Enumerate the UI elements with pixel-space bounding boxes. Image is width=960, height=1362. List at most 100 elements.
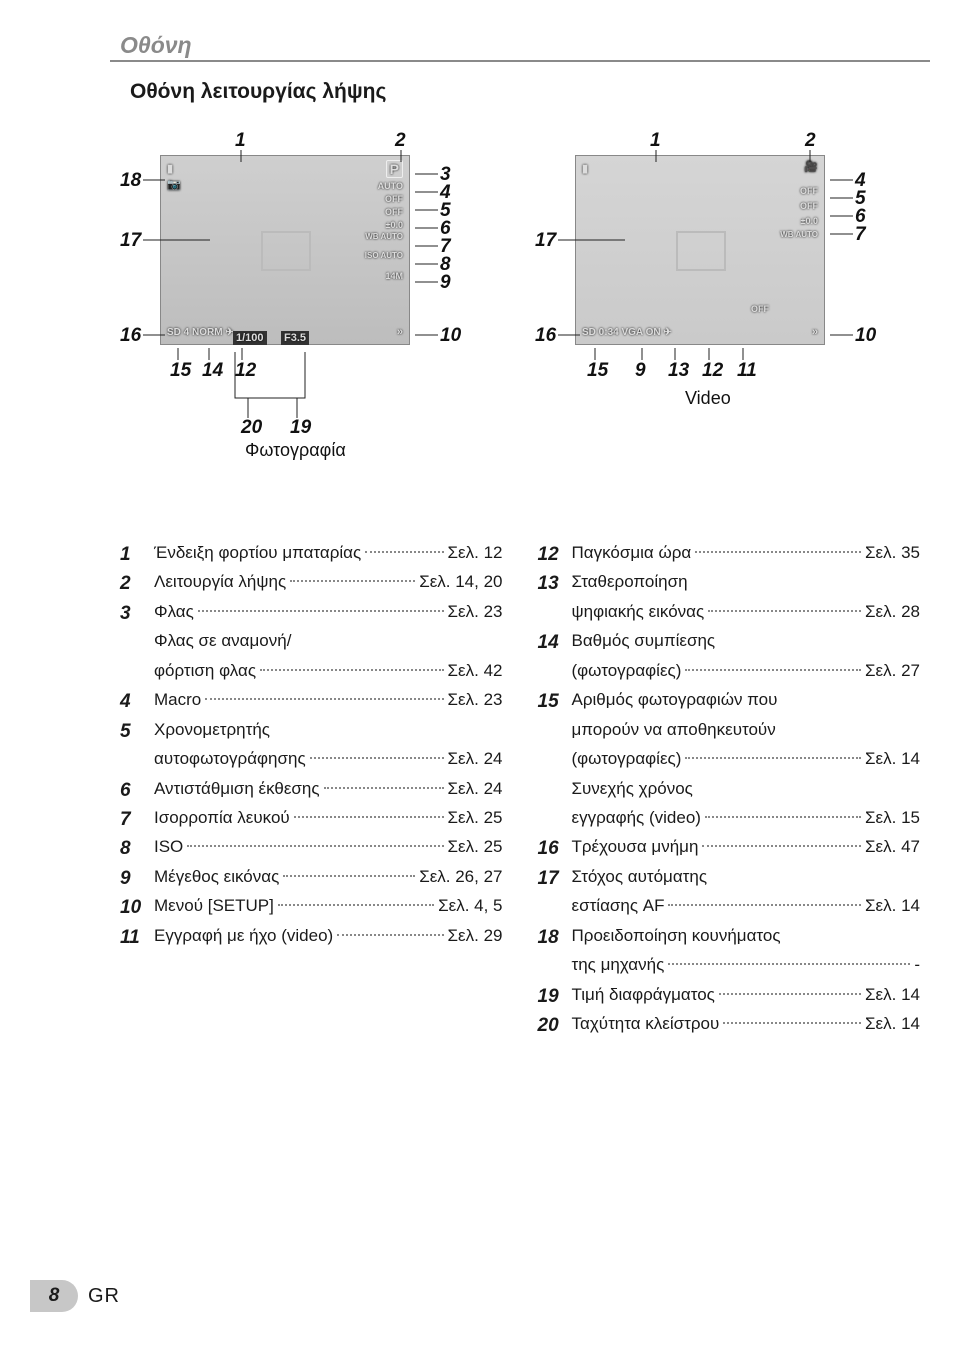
index-number: 17 (538, 864, 572, 893)
index-number: 19 (538, 982, 572, 1011)
index-page: - (914, 952, 920, 978)
index-entry: 17Στόχος αυτόματης (538, 864, 921, 893)
index-number: 12 (538, 540, 572, 569)
index-label: (φωτογραφίες) (572, 658, 682, 684)
dot-leader (294, 816, 444, 818)
index-entry: 7Ισορροπία λευκού Σελ. 25 (120, 805, 503, 834)
index-label: Προειδοποίηση κουνήματος (572, 923, 781, 949)
leader-lines-right (520, 130, 900, 390)
index-number: 10 (120, 893, 154, 922)
index-entry: 20Ταχύτητα κλείστρου Σελ. 14 (538, 1011, 921, 1040)
index-entry: ψηφιακής εικόνας Σελ. 28 (538, 599, 921, 628)
index-page: Σελ. 42 (448, 658, 503, 684)
index-label: Φλας (154, 599, 194, 625)
index-number: 3 (120, 599, 154, 628)
index-label: εγγραφής (video) (572, 805, 701, 831)
dot-leader (708, 610, 861, 612)
dot-leader (260, 669, 444, 671)
index-label: Βαθμός συμπίεσης (572, 628, 716, 654)
dot-leader (685, 669, 861, 671)
index-label: ψηφιακής εικόνας (572, 599, 705, 625)
index-number: 16 (538, 834, 572, 863)
index-label: αυτοφωτογράφησης (154, 746, 306, 772)
index-page: Σελ. 14 (865, 893, 920, 919)
index-entry: 19Τιμή διαφράγματος Σελ. 14 (538, 982, 921, 1011)
index-entry: 1Ένδειξη φορτίου μπαταρίας Σελ. 12 (120, 540, 503, 569)
index-label: Λειτουργία λήψης (154, 569, 286, 595)
index-label: Αριθμός φωτογραφιών που (572, 687, 778, 713)
dot-leader (198, 610, 444, 612)
index-label: Στόχος αυτόματης (572, 864, 708, 890)
index-label: της μηχανής (572, 952, 665, 978)
index-page: Σελ. 29 (448, 923, 503, 949)
index-number (120, 658, 154, 687)
index-label: φόρτιση φλας (154, 658, 256, 684)
index-number (538, 658, 572, 687)
header-rule (110, 60, 930, 62)
index-entry: εστίασης AF Σελ. 14 (538, 893, 921, 922)
index-label: (φωτογραφίες) (572, 746, 682, 772)
index-number: 8 (120, 834, 154, 863)
dot-leader (719, 993, 861, 995)
leader-lines-left (105, 130, 475, 450)
index-entry: μπορούν να αποθηκευτούν (538, 717, 921, 746)
index-label: μπορούν να αποθηκευτούν (572, 717, 776, 743)
index-label: Σταθεροποίηση (572, 569, 688, 595)
index-label: Μέγεθος εικόνας (154, 864, 279, 890)
dot-leader (365, 551, 443, 553)
index-entry: 4Macro Σελ. 23 (120, 687, 503, 716)
index-entry: 8ISO Σελ. 25 (120, 834, 503, 863)
index-page: Σελ. 27 (865, 658, 920, 684)
index-number: 7 (120, 805, 154, 834)
index-entry: (φωτογραφίες) Σελ. 27 (538, 658, 921, 687)
index-page: Σελ. 24 (448, 776, 503, 802)
index-page: Σελ. 25 (448, 805, 503, 831)
dot-leader (337, 934, 443, 936)
index-entry: 11Εγγραφή με ήχο (video) Σελ. 29 (120, 923, 503, 952)
index-label: Συνεχής χρόνος (572, 776, 693, 802)
index-entry: 10Μενού [SETUP] Σελ. 4, 5 (120, 893, 503, 922)
index-page: Σελ. 23 (448, 599, 503, 625)
index-number (538, 776, 572, 805)
index-entry: 14Βαθμός συμπίεσης (538, 628, 921, 657)
index-number: 20 (538, 1011, 572, 1040)
index-number (120, 746, 154, 775)
index-number (538, 893, 572, 922)
index-page: Σελ. 15 (865, 805, 920, 831)
index-page: Σελ. 28 (865, 599, 920, 625)
dot-leader (668, 963, 910, 965)
index-label: ISO (154, 834, 183, 860)
index-label: Ταχύτητα κλείστρου (572, 1011, 720, 1037)
index-number: 4 (120, 687, 154, 716)
index-page: Σελ. 14 (865, 746, 920, 772)
index-number: 14 (538, 628, 572, 657)
index-entry: 2Λειτουργία λήψης Σελ. 14, 20 (120, 569, 503, 598)
page-header: Οθόνη (120, 32, 192, 59)
index-entry: 6Αντιστάθμιση έκθεσης Σελ. 24 (120, 776, 503, 805)
index-label: Τρέχουσα μνήμη (572, 834, 699, 860)
index-label: Παγκόσμια ώρα (572, 540, 692, 566)
index-entry: 13Σταθεροποίηση (538, 569, 921, 598)
index-label: Macro (154, 687, 201, 713)
index-page: Σελ. 14 (865, 982, 920, 1008)
index-page: Σελ. 26, 27 (419, 864, 502, 890)
index-entry: 5Χρονομετρητής (120, 717, 503, 746)
index-entry: 12Παγκόσμια ώρα Σελ. 35 (538, 540, 921, 569)
index-number (538, 599, 572, 628)
index-number (538, 746, 572, 775)
index-entry: (φωτογραφίες) Σελ. 14 (538, 746, 921, 775)
index-label: Ένδειξη φορτίου μπαταρίας (154, 540, 361, 566)
index-page: Σελ. 12 (448, 540, 503, 566)
index-number (538, 805, 572, 834)
index-entry: 15Αριθμός φωτογραφιών που (538, 687, 921, 716)
index-number: 6 (120, 776, 154, 805)
index-number: 13 (538, 569, 572, 598)
dot-leader (278, 904, 434, 906)
index-number: 18 (538, 923, 572, 952)
footer-lang: GR (88, 1285, 120, 1308)
dot-leader (205, 698, 443, 700)
dot-leader (310, 757, 444, 759)
index-label: Τιμή διαφράγματος (572, 982, 715, 1008)
dot-leader (702, 845, 861, 847)
index-number: 11 (120, 923, 154, 952)
